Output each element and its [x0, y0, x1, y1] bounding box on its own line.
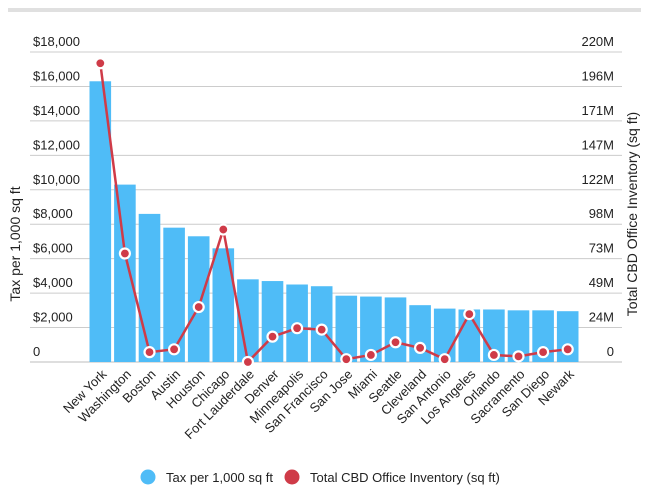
line-point [143, 346, 156, 359]
line-point [241, 355, 254, 369]
bar [261, 281, 284, 362]
right-tick-label: 147M [581, 137, 614, 152]
line-point [291, 322, 304, 335]
legend-label: Tax per 1,000 sq ft [166, 470, 273, 485]
line-point [364, 348, 377, 362]
bar [163, 227, 185, 362]
right-axis-ticks: 0 24M 49M 73M 98M 122M 147M 171M 196M 220M [581, 34, 614, 359]
right-tick-label: 196M [581, 68, 614, 83]
line-point [315, 323, 328, 336]
bar [212, 248, 235, 362]
line-point [217, 223, 230, 236]
line-point [438, 353, 451, 366]
line-point [266, 330, 279, 343]
left-tick-label: $10,000 [33, 172, 80, 187]
left-axis-ticks: 0 $2,000 $4,000 $6,000 $8,000 $10,000 $12,000 $… [33, 34, 80, 359]
line-point [561, 343, 574, 356]
legend: Tax per 1,000 sq ft Total CBD Office Inve… [140, 469, 500, 485]
line-point [536, 346, 550, 359]
bar [384, 297, 407, 362]
bar [237, 279, 259, 362]
line-point [118, 247, 132, 260]
line-path [99, 63, 568, 364]
left-tick-label: $6,000 [33, 241, 73, 256]
left-tick-label: $4,000 [33, 275, 73, 290]
right-tick-label: 98M [589, 206, 614, 221]
right-tick-label: 122M [581, 172, 614, 187]
bar [187, 236, 210, 362]
line-point [487, 348, 500, 362]
left-tick-label: $2,000 [33, 310, 73, 325]
bar [483, 309, 505, 362]
bar [335, 295, 358, 362]
bar [507, 310, 530, 362]
right-tick-label: 220M [581, 34, 614, 49]
left-axis-title: Tax per 1,000 sq ft [7, 186, 23, 301]
line-series [94, 57, 574, 369]
bar [89, 81, 112, 363]
left-tick-label: $12,000 [33, 137, 80, 152]
legend-label: Total CBD Office Inventory (sq ft) [310, 470, 500, 485]
left-tick-label: $8,000 [33, 206, 73, 221]
line-point [94, 57, 107, 70]
bar [138, 213, 161, 362]
line-point [168, 343, 181, 356]
bar [360, 296, 382, 362]
line-point [389, 336, 402, 349]
right-tick-label: 49M [589, 275, 614, 290]
left-tick-label: 0 [33, 344, 40, 359]
line-point [414, 341, 427, 355]
bar-series [89, 81, 579, 363]
left-tick-label: $18,000 [33, 34, 80, 49]
line-point [463, 307, 476, 321]
legend-swatch [284, 469, 300, 485]
x-axis-ticks: New YorkWashingtonBostonAustinHoustonChi… [60, 366, 577, 442]
right-tick-label: 0 [607, 344, 614, 359]
bar [532, 310, 554, 362]
line-point [192, 300, 205, 314]
legend-swatch [140, 469, 156, 485]
line-point [512, 350, 525, 363]
line-point [340, 353, 353, 366]
right-axis-title: Total CBD Office Inventory (sq ft) [624, 112, 640, 316]
right-tick-label: 171M [581, 103, 614, 118]
right-tick-label: 24M [589, 310, 614, 325]
left-tick-label: $16,000 [33, 68, 80, 83]
top-divider [8, 8, 641, 12]
left-tick-label: $14,000 [33, 103, 80, 118]
bar [114, 184, 136, 362]
right-tick-label: 73M [589, 241, 614, 256]
